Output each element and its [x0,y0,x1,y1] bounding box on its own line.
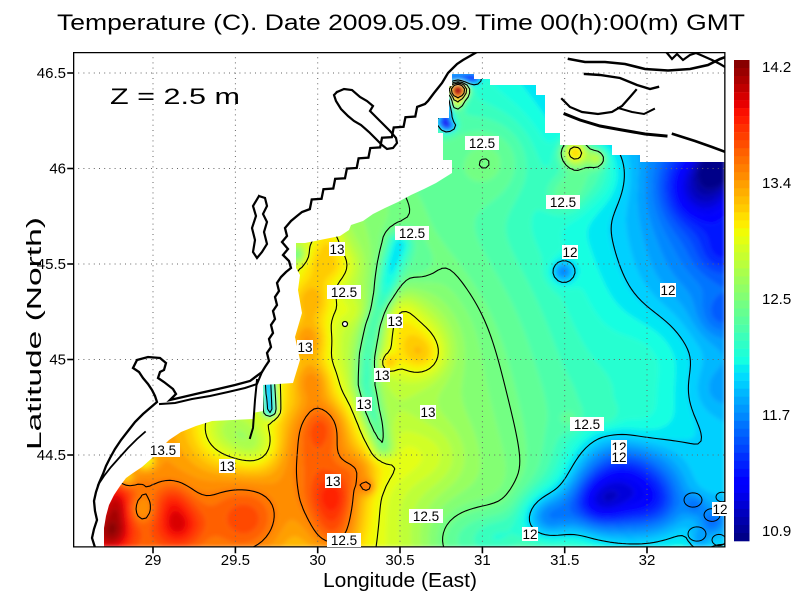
svg-text:14.2: 14.2 [762,59,791,76]
svg-text:12: 12 [712,502,727,517]
svg-text:13.4: 13.4 [762,175,791,192]
svg-text:29.5: 29.5 [221,552,250,569]
svg-text:10.9: 10.9 [762,523,791,540]
svg-text:30: 30 [309,552,326,569]
svg-text:12.5: 12.5 [331,285,357,300]
svg-text:31.5: 31.5 [550,552,579,569]
svg-text:12: 12 [522,527,537,542]
svg-text:13: 13 [329,242,344,257]
svg-text:Temperature (C). Date 2009.05.: Temperature (C). Date 2009.05.09. Time 0… [57,10,745,35]
svg-text:13: 13 [374,368,389,383]
svg-text:30.5: 30.5 [385,552,414,569]
svg-text:13: 13 [219,459,234,474]
svg-text:46.5: 46.5 [37,65,66,82]
svg-text:Longitude (East): Longitude (East) [323,570,477,592]
svg-text:12.5: 12.5 [762,291,791,308]
svg-text:45.5: 45.5 [37,256,66,273]
svg-text:46: 46 [49,161,66,178]
svg-text:12.5: 12.5 [399,226,425,241]
svg-text:44.5: 44.5 [37,447,66,464]
svg-text:13: 13 [387,314,402,329]
svg-text:31: 31 [474,552,491,569]
svg-text:12: 12 [611,450,626,465]
svg-text:11.7: 11.7 [762,407,790,424]
svg-text:13: 13 [420,405,435,420]
svg-text:Z = 2.5 m: Z = 2.5 m [110,84,240,109]
svg-text:12.5: 12.5 [469,136,495,151]
svg-text:12: 12 [660,283,675,298]
svg-text:13.5: 13.5 [150,443,176,458]
svg-text:12.5: 12.5 [331,533,357,548]
svg-text:12.5: 12.5 [550,195,576,210]
svg-text:45: 45 [49,352,66,369]
svg-text:13: 13 [297,340,312,355]
svg-text:32: 32 [639,552,656,569]
svg-text:12.5: 12.5 [574,417,600,432]
svg-text:12: 12 [562,245,577,260]
svg-text:29: 29 [145,552,162,569]
svg-text:13: 13 [325,474,340,489]
svg-text:12.5: 12.5 [413,509,439,524]
svg-text:Latitude (North): Latitude (North) [24,217,46,450]
svg-text:13: 13 [356,397,371,412]
